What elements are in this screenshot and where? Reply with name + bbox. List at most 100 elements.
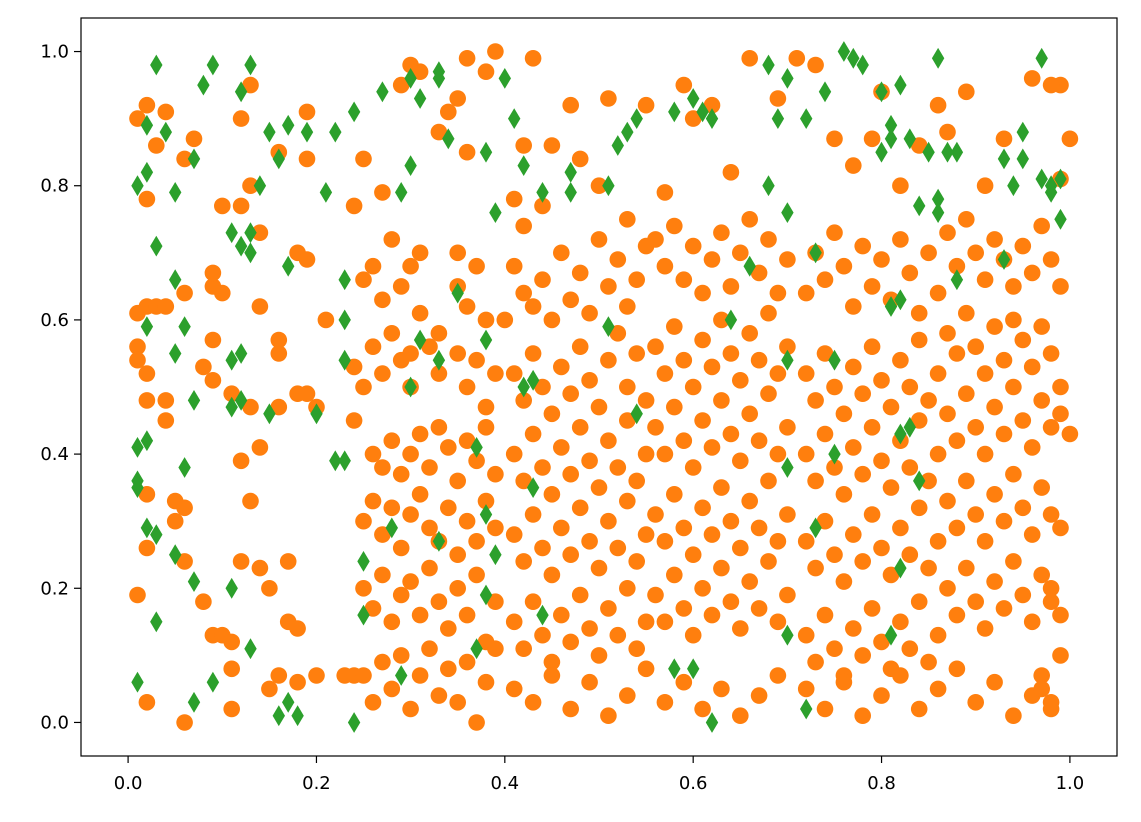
series-0-point: [647, 338, 664, 356]
series-1-point: [894, 557, 907, 579]
series-0-point: [760, 385, 777, 403]
series-0-point: [392, 76, 410, 94]
series-0-point: [863, 338, 881, 356]
series-0-point: [609, 539, 627, 557]
series-0-point: [449, 472, 467, 490]
series-0-point: [468, 351, 485, 369]
series-0-point: [289, 673, 306, 691]
series-1-point: [413, 88, 427, 109]
series-0-point: [628, 640, 645, 657]
series-0-point: [251, 298, 269, 315]
series-0-point: [656, 694, 674, 711]
series-1-point: [526, 477, 540, 498]
series-0-point: [289, 620, 306, 637]
series-0-point: [392, 278, 410, 295]
series-0-point: [524, 506, 542, 523]
series-0-point: [986, 318, 1003, 335]
series-0-point: [910, 593, 928, 610]
series-0-point: [835, 486, 853, 503]
series-1-point: [244, 222, 257, 244]
series-1-point: [234, 343, 248, 364]
series-0-point: [986, 398, 1003, 416]
series-0-point: [138, 190, 156, 208]
series-0-point: [308, 667, 325, 684]
series-0-point: [590, 177, 608, 194]
series-1-point: [432, 530, 446, 552]
series-0-point: [157, 103, 175, 121]
series-0-point: [948, 519, 966, 537]
series-0-point: [995, 351, 1013, 369]
series-1-point: [150, 54, 163, 76]
series-0-point: [741, 211, 758, 228]
series-0-point: [892, 519, 909, 537]
series-1-point: [875, 141, 888, 163]
series-0-point: [524, 694, 542, 711]
series-1: [131, 41, 1067, 733]
series-0-point: [411, 244, 429, 262]
series-0-point: [976, 445, 994, 463]
series-0-point: [543, 566, 561, 584]
series-0-point: [619, 412, 636, 429]
series-0-point: [619, 211, 636, 228]
series-0-point: [892, 177, 909, 194]
series-1-point: [894, 74, 907, 96]
series-0-point: [392, 586, 410, 604]
series-0-point: [656, 184, 674, 201]
series-0-point: [948, 345, 966, 362]
series-0-point: [854, 707, 871, 724]
series-0-point: [440, 620, 457, 637]
series-1-point: [687, 88, 700, 109]
series-1-point: [150, 524, 163, 545]
series-1-point: [997, 148, 1011, 170]
series-1-point: [404, 376, 417, 398]
series-0-point: [374, 184, 391, 201]
series-0-point: [590, 559, 608, 577]
series-1-point: [922, 141, 935, 163]
series-0-point: [515, 553, 532, 570]
series-0-point: [571, 419, 589, 436]
series-1-point: [564, 182, 577, 203]
series-1-point: [244, 638, 257, 660]
series-0-point: [609, 325, 627, 342]
series-1-point: [272, 705, 285, 727]
series-0-point: [684, 237, 702, 255]
series-0-point: [129, 586, 146, 604]
series-1-point: [781, 349, 794, 371]
series-0-point: [600, 278, 617, 295]
series-0-point: [666, 486, 683, 503]
series-0-point: [609, 251, 627, 268]
series-0-point: [845, 620, 862, 637]
series-0-point: [317, 311, 335, 329]
series-0-point: [355, 378, 372, 396]
series-0-point: [647, 506, 664, 523]
series-1-point: [847, 47, 860, 69]
series-0-point: [374, 566, 391, 584]
series-0-point: [279, 553, 297, 570]
series-0-point: [619, 687, 636, 704]
series-1-point: [263, 403, 276, 425]
series-0-point: [458, 606, 476, 624]
series-1-point: [282, 255, 295, 277]
series-0-point: [298, 251, 316, 268]
series-1-point: [931, 188, 945, 210]
series-1-point: [169, 343, 182, 364]
series-0-point: [1014, 586, 1032, 604]
series-0-point: [487, 465, 504, 483]
series-0-point: [223, 660, 240, 678]
x-tick-label: 1.0: [1056, 773, 1085, 794]
series-0-point: [505, 257, 523, 275]
series-0-point: [581, 620, 598, 637]
series-0-point: [487, 593, 504, 610]
series-1-point: [338, 309, 351, 331]
series-0-point: [421, 338, 438, 356]
series-0-point: [948, 257, 966, 275]
series-0-point: [185, 130, 203, 148]
series-1-point: [498, 68, 511, 89]
series-1-point: [470, 638, 483, 660]
series-0-point: [628, 271, 645, 289]
series-0-point: [741, 50, 758, 67]
series-0-point: [571, 338, 589, 356]
series-0-point: [929, 533, 947, 550]
y-tick-label: 0.0: [40, 712, 69, 733]
